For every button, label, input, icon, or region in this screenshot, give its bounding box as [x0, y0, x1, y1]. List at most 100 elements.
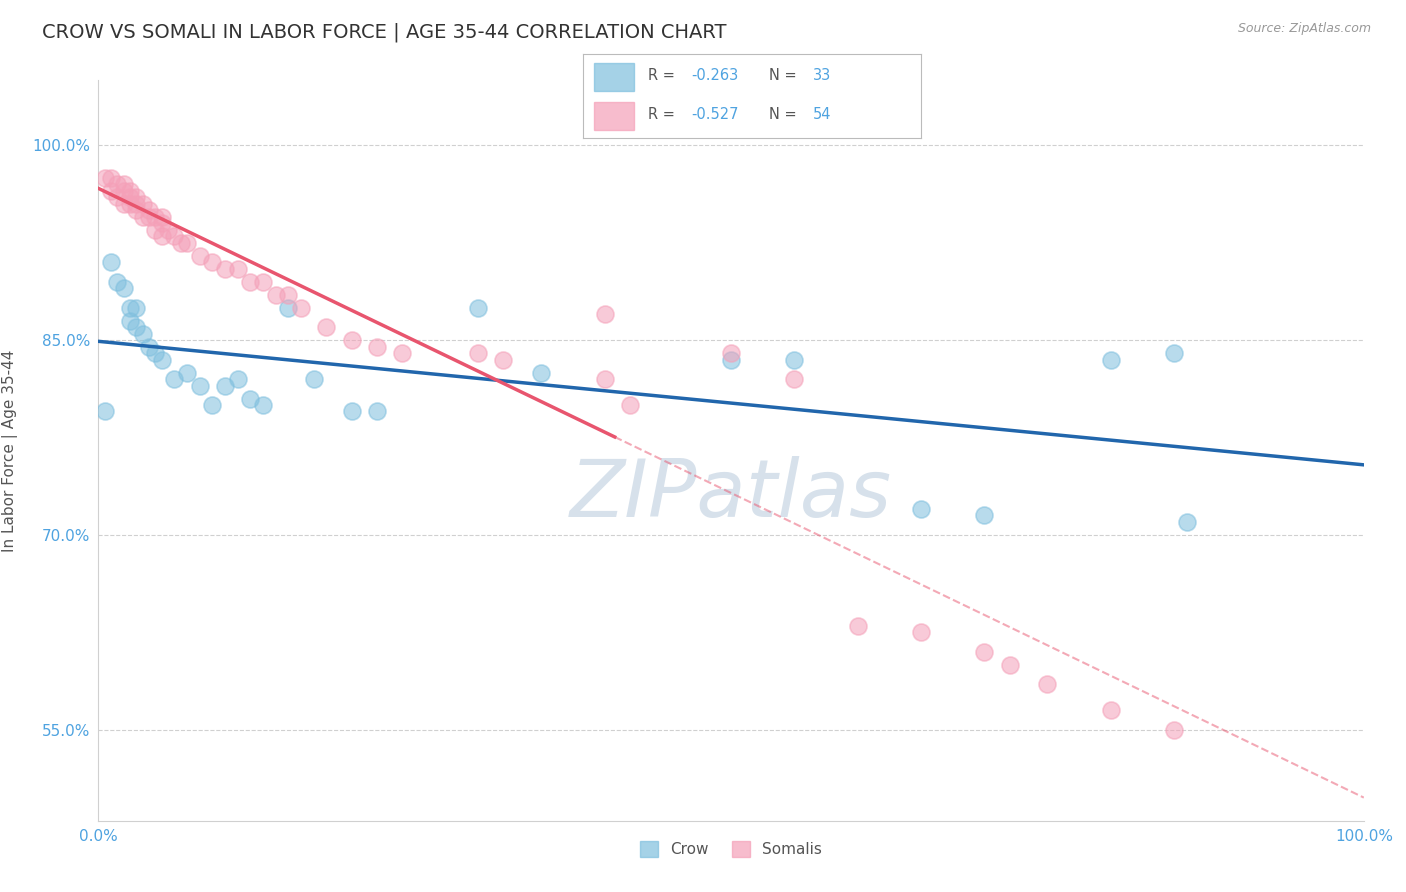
Point: [163, 229, 186, 244]
Point: [214, 378, 236, 392]
Point: [910, 502, 932, 516]
Point: [138, 210, 160, 224]
Point: [366, 340, 388, 354]
Text: ZIPatlas: ZIPatlas: [569, 456, 893, 534]
Point: [138, 203, 160, 218]
Legend: Crow, Somalis: Crow, Somalis: [633, 833, 830, 865]
Text: -0.263: -0.263: [692, 68, 738, 83]
Point: [150, 352, 173, 367]
Point: [145, 210, 166, 224]
Point: [120, 301, 141, 315]
Point: [315, 320, 337, 334]
Point: [176, 235, 198, 250]
Point: [107, 275, 129, 289]
Point: [264, 287, 287, 301]
Point: [120, 184, 141, 198]
Point: [188, 249, 211, 263]
Point: [132, 210, 155, 224]
Point: [107, 190, 129, 204]
Point: [93, 404, 117, 418]
Point: [239, 275, 262, 289]
Text: Source: ZipAtlas.com: Source: ZipAtlas.com: [1237, 22, 1371, 36]
Point: [112, 196, 135, 211]
Point: [467, 346, 489, 360]
Point: [125, 320, 148, 334]
Point: [1175, 515, 1198, 529]
Point: [107, 177, 129, 191]
Text: -0.527: -0.527: [692, 107, 740, 122]
Point: [340, 333, 363, 347]
Point: [100, 184, 122, 198]
Point: [120, 313, 141, 327]
Point: [169, 235, 191, 250]
Y-axis label: In Labor Force | Age 35-44: In Labor Force | Age 35-44: [3, 350, 18, 551]
Point: [1036, 677, 1059, 691]
Point: [150, 216, 173, 230]
Point: [112, 281, 135, 295]
Point: [214, 261, 236, 276]
Bar: [593, 62, 634, 91]
Point: [783, 372, 806, 386]
Point: [150, 210, 173, 224]
Point: [1163, 723, 1185, 737]
Text: 54: 54: [813, 107, 831, 122]
Point: [125, 203, 148, 218]
Point: [1099, 352, 1122, 367]
Text: N =: N =: [769, 107, 801, 122]
Text: CROW VS SOMALI IN LABOR FORCE | AGE 35-44 CORRELATION CHART: CROW VS SOMALI IN LABOR FORCE | AGE 35-4…: [42, 22, 727, 42]
Point: [593, 307, 616, 321]
Point: [530, 366, 553, 380]
Point: [973, 645, 995, 659]
Point: [290, 301, 312, 315]
Point: [783, 352, 806, 367]
Text: R =: R =: [648, 68, 679, 83]
Point: [157, 222, 180, 236]
Point: [467, 301, 489, 315]
Point: [226, 372, 249, 386]
Point: [277, 301, 299, 315]
Point: [163, 372, 186, 386]
Point: [120, 196, 141, 211]
Text: R =: R =: [648, 107, 679, 122]
Point: [132, 326, 155, 341]
Point: [132, 196, 155, 211]
Point: [252, 398, 274, 412]
Point: [145, 222, 166, 236]
Point: [846, 619, 869, 633]
Point: [188, 378, 211, 392]
Point: [973, 508, 995, 523]
Point: [120, 190, 141, 204]
Point: [910, 625, 932, 640]
Point: [252, 275, 274, 289]
Point: [1099, 703, 1122, 717]
Point: [366, 404, 388, 418]
Point: [150, 229, 173, 244]
Point: [201, 255, 224, 269]
Point: [112, 184, 135, 198]
Point: [720, 352, 742, 367]
Point: [302, 372, 325, 386]
Point: [100, 170, 122, 185]
Point: [138, 340, 160, 354]
Point: [720, 346, 742, 360]
Point: [226, 261, 249, 276]
Point: [100, 255, 122, 269]
Point: [125, 190, 148, 204]
Point: [998, 657, 1021, 672]
Point: [201, 398, 224, 412]
Point: [391, 346, 413, 360]
Point: [593, 372, 616, 386]
Point: [125, 196, 148, 211]
Point: [239, 392, 262, 406]
Point: [145, 346, 166, 360]
Text: N =: N =: [769, 68, 801, 83]
Point: [492, 352, 515, 367]
Text: 33: 33: [813, 68, 831, 83]
Bar: [593, 102, 634, 130]
Point: [1163, 346, 1185, 360]
Point: [93, 170, 117, 185]
Point: [277, 287, 299, 301]
Point: [176, 366, 198, 380]
Point: [340, 404, 363, 418]
Point: [112, 177, 135, 191]
